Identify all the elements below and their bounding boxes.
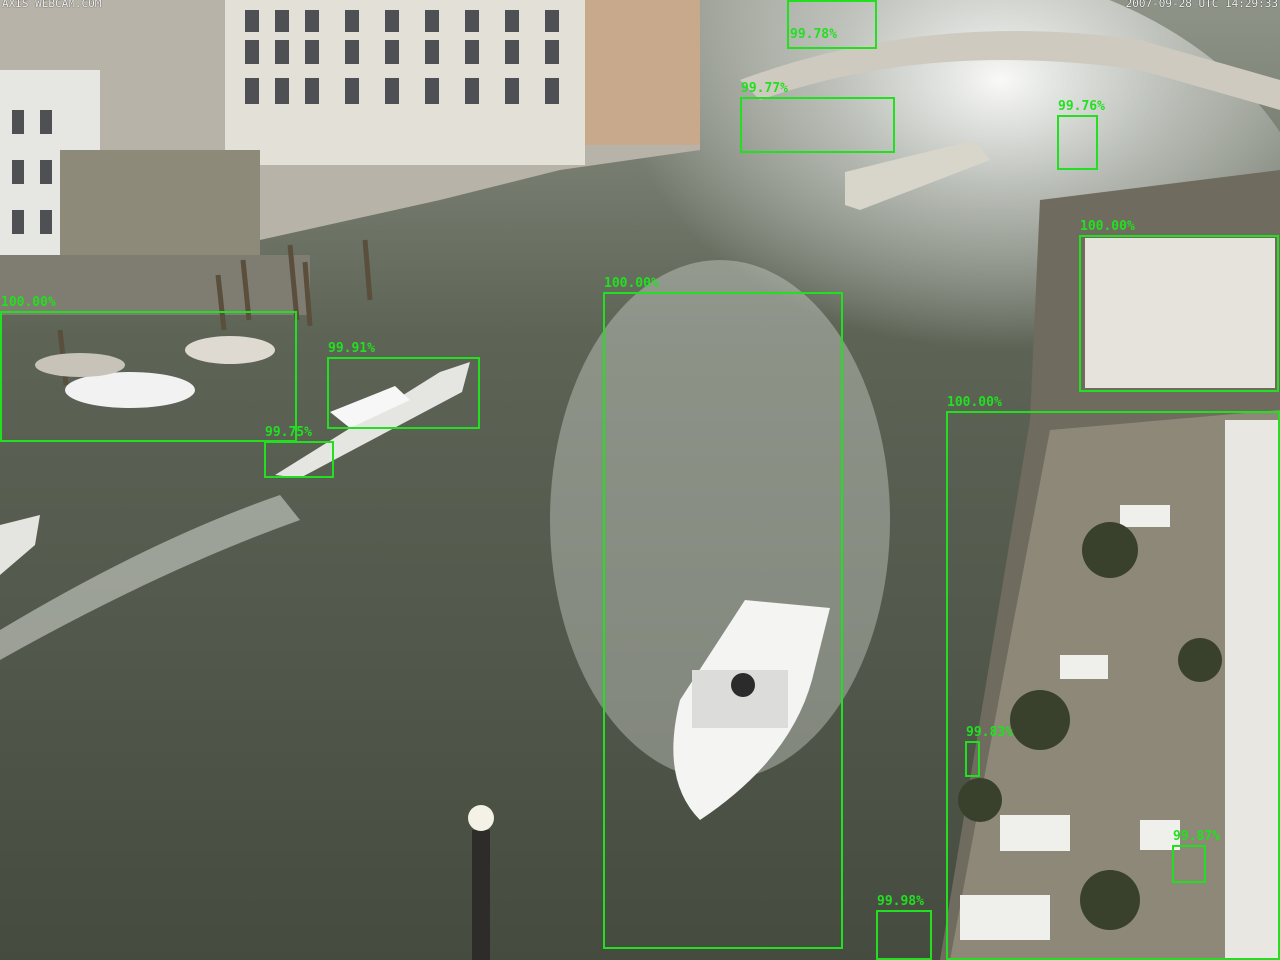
- moored-boat-3: [35, 353, 125, 377]
- trees: [958, 522, 1222, 930]
- detection-label: 99.87%: [1173, 829, 1220, 844]
- taxi-wake: [0, 495, 300, 660]
- hotel-facade: [1225, 420, 1280, 960]
- detection-box: 99.91%: [327, 342, 480, 429]
- detection-label: 99.75%: [265, 425, 312, 440]
- water-taxi-cabin: [330, 386, 410, 428]
- detection-label: 100.00%: [947, 395, 1002, 410]
- detection-label: 99.78%: [790, 27, 837, 42]
- detection-box: 99.83%: [965, 726, 1013, 777]
- detection-box: 99.78%: [787, 0, 877, 49]
- detection-label: 99.77%: [741, 81, 788, 96]
- moored-boat-1: [65, 372, 195, 408]
- camera-timestamp: 2007-09-28 UTC 14:29:33: [1125, 0, 1278, 10]
- detection-box: 99.77%: [740, 82, 895, 153]
- pilot: [731, 673, 755, 697]
- detection-label: 100.00%: [1, 295, 56, 310]
- detection-label: 99.76%: [1058, 99, 1105, 114]
- left-edge-boat: [0, 515, 40, 575]
- palazzo-windows: [12, 10, 559, 234]
- fondamenta-left: [0, 255, 310, 315]
- detection-label: 99.91%: [328, 341, 375, 356]
- terrace-umbrellas: [960, 505, 1180, 940]
- detection-label: 99.98%: [877, 894, 924, 909]
- detection-label: 100.00%: [604, 276, 659, 291]
- detection-box: 99.75%: [264, 426, 334, 478]
- vaporetto: [845, 140, 990, 210]
- pier-roof: [1085, 238, 1275, 388]
- camera-source: AXIS WEBCAM.COM: [2, 0, 102, 10]
- moored-boat-2: [185, 336, 275, 364]
- lamp-globe: [468, 805, 494, 831]
- detection-label: 100.00%: [1080, 219, 1135, 234]
- water-taxi: [275, 362, 470, 478]
- detection-box: 100.00%: [603, 277, 843, 949]
- detection-label: 99.83%: [966, 725, 1013, 740]
- detection-box: 99.76%: [1057, 100, 1105, 170]
- detection-box: 99.98%: [876, 895, 932, 960]
- detection-box: 99.87%: [1172, 830, 1220, 883]
- detection-box: 100.00%: [946, 396, 1280, 960]
- lamp-post: [472, 830, 490, 960]
- palazzo-right: [585, 0, 700, 145]
- detection-box: 100.00%: [1079, 220, 1279, 392]
- bridge: [740, 31, 1280, 110]
- detection-box: 100.00%: [0, 296, 297, 442]
